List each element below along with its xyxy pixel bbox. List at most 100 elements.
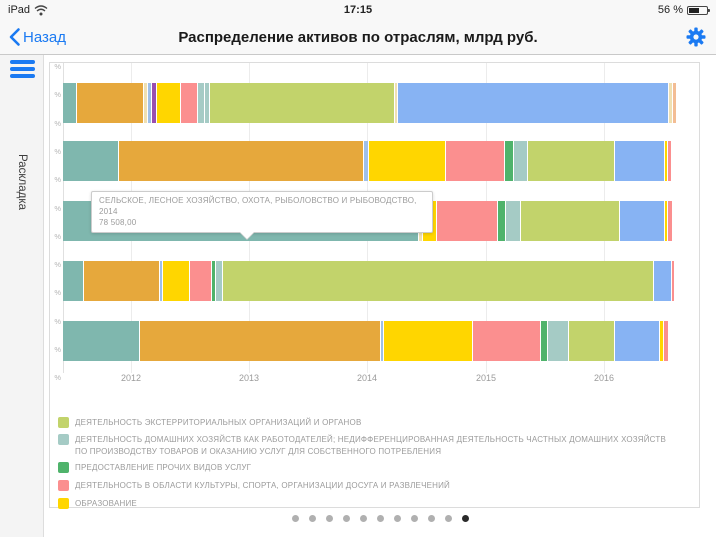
gear-icon[interactable]: [686, 27, 706, 47]
bar-segment[interactable]: [514, 141, 527, 181]
page-dot[interactable]: [445, 515, 452, 522]
bar-segment[interactable]: [160, 261, 162, 301]
bar-segment[interactable]: [437, 201, 497, 241]
legend-pagination: [44, 515, 716, 522]
page-dot[interactable]: [428, 515, 435, 522]
ipad-screen: iPad 17:15 56 % Назад Распределение акти…: [0, 0, 716, 537]
bar-segment[interactable]: [528, 141, 614, 181]
sidebar-tab-label: Раскладка: [16, 142, 28, 222]
app-body: Раскладка %%%%%%%%%%%% 20122013201420152…: [0, 55, 716, 537]
bar-segment[interactable]: [198, 83, 204, 123]
page-dot[interactable]: [377, 515, 384, 522]
bar-segment[interactable]: [63, 83, 76, 123]
bar-segment[interactable]: [620, 201, 664, 241]
bar-segment[interactable]: [672, 261, 674, 301]
bar-segment[interactable]: [669, 83, 672, 123]
bar-segment[interactable]: [212, 261, 215, 301]
bar-segment[interactable]: [615, 321, 659, 361]
legend-item[interactable]: ПРЕДОСТАВЛЕНИЕ ПРОЧИХ ВИДОВ УСЛУГ: [58, 462, 678, 474]
chevron-left-icon: [8, 27, 21, 47]
y-tick-label: %: [50, 288, 61, 297]
battery-percent: 56 %: [658, 4, 683, 16]
legend-label: ДЕЯТЕЛЬНОСТЬ ЭКСТЕРРИТОРИАЛЬНЫХ ОРГАНИЗА…: [75, 417, 362, 429]
bar-segment[interactable]: [673, 83, 676, 123]
bar-segment[interactable]: [664, 321, 668, 361]
bar-segment[interactable]: [473, 321, 540, 361]
x-axis-label: 2012: [111, 373, 151, 383]
bar-segment[interactable]: [446, 141, 504, 181]
bar-segment[interactable]: [148, 83, 151, 123]
y-tick-label: %: [50, 317, 61, 326]
bar-segment[interactable]: [615, 141, 664, 181]
bar-segment[interactable]: [364, 141, 368, 181]
bar-segment[interactable]: [190, 261, 211, 301]
legend-item[interactable]: ДЕЯТЕЛЬНОСТЬ ДОМАШНИХ ХОЗЯЙСТВ КАК РАБОТ…: [58, 434, 678, 457]
tooltip-value: 78 508,00: [99, 218, 425, 229]
chart-tooltip: СЕЛЬСКОЕ, ЛЕСНОЕ ХОЗЯЙСТВО, ОХОТА, РЫБОЛ…: [91, 191, 433, 233]
bar-segment[interactable]: [144, 83, 147, 123]
legend-item[interactable]: ДЕЯТЕЛЬНОСТЬ В ОБЛАСТИ КУЛЬТУРЫ, СПОРТА,…: [58, 480, 678, 492]
page-dot[interactable]: [394, 515, 401, 522]
bar-segment[interactable]: [384, 321, 472, 361]
page-dot[interactable]: [343, 515, 350, 522]
bar-segment[interactable]: [63, 321, 139, 361]
bar-segment[interactable]: [668, 201, 672, 241]
page-dot[interactable]: [326, 515, 333, 522]
sidebar-tab-layout[interactable]: Раскладка: [0, 140, 44, 220]
x-axis-label: 2014: [347, 373, 387, 383]
bar-segment[interactable]: [216, 261, 222, 301]
bar-segment[interactable]: [63, 261, 83, 301]
page-dot[interactable]: [309, 515, 316, 522]
bar-segment[interactable]: [381, 321, 383, 361]
bar-segment[interactable]: [84, 261, 159, 301]
bar-segment[interactable]: [77, 83, 143, 123]
bar-segment[interactable]: [498, 201, 505, 241]
bar-segment[interactable]: [660, 321, 663, 361]
back-button[interactable]: Назад: [8, 27, 66, 47]
bar-segment[interactable]: [398, 83, 668, 123]
page-dot-active[interactable]: [462, 515, 469, 522]
page-title: Распределение активов по отраслям, млрд …: [0, 29, 716, 46]
bar-segment[interactable]: [521, 201, 619, 241]
bar-segment[interactable]: [665, 141, 667, 181]
bar-segment[interactable]: [505, 141, 513, 181]
bar-segment[interactable]: [668, 141, 671, 181]
bar-row-2016: [63, 321, 671, 361]
bar-segment[interactable]: [665, 201, 667, 241]
bar-segment[interactable]: [181, 83, 197, 123]
bar-segment[interactable]: [395, 83, 397, 123]
legend-item[interactable]: ОБРАЗОВАНИЕ: [58, 498, 678, 510]
bar-segment[interactable]: [654, 261, 671, 301]
battery-icon: [687, 6, 708, 15]
bar-segment[interactable]: [569, 321, 614, 361]
bar-segment[interactable]: [506, 201, 520, 241]
bar-segment[interactable]: [157, 83, 180, 123]
bar-segment[interactable]: [63, 141, 118, 181]
y-tick-label: %: [50, 204, 61, 213]
page-dot[interactable]: [360, 515, 367, 522]
page-dot[interactable]: [292, 515, 299, 522]
legend-swatch: [58, 417, 69, 428]
legend-item[interactable]: ДЕЯТЕЛЬНОСТЬ ЭКСТЕРРИТОРИАЛЬНЫХ ОРГАНИЗА…: [58, 417, 678, 429]
legend-label: ДЕЯТЕЛЬНОСТЬ ДОМАШНИХ ХОЗЯЙСТВ КАК РАБОТ…: [75, 434, 678, 457]
bar-segment[interactable]: [210, 83, 394, 123]
legend-swatch: [58, 480, 69, 491]
menu-icon[interactable]: [10, 60, 35, 81]
y-tick-label: %: [50, 147, 61, 156]
main-content: %%%%%%%%%%%% 20122013201420152016 СЕЛЬСК…: [44, 55, 716, 537]
bar-segment[interactable]: [205, 83, 209, 123]
bar-segment[interactable]: [119, 141, 363, 181]
bar-segment[interactable]: [369, 141, 445, 181]
bar-segment[interactable]: [140, 321, 380, 361]
bar-segment[interactable]: [548, 321, 568, 361]
bar-segment[interactable]: [541, 321, 547, 361]
x-axis-label: 2013: [229, 373, 269, 383]
page-dot[interactable]: [411, 515, 418, 522]
bar-segment[interactable]: [223, 261, 653, 301]
y-tick-label: %: [50, 62, 61, 71]
bar-segment[interactable]: [163, 261, 189, 301]
y-tick-label: %: [50, 90, 61, 99]
bar-segment[interactable]: [152, 83, 156, 123]
bar-row-2015: [63, 261, 671, 301]
clock: 17:15: [344, 4, 372, 16]
